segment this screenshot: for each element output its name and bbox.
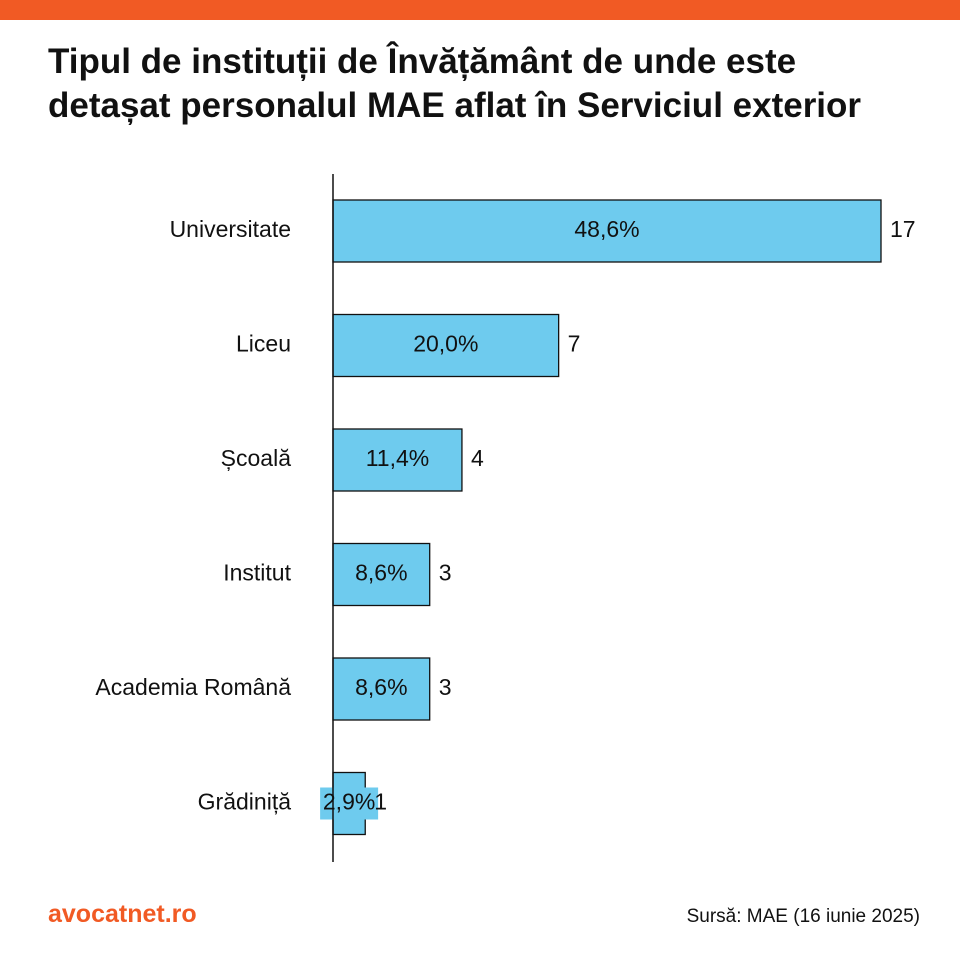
category-label-4: Academia Română (95, 674, 291, 700)
chart-title: Tipul de instituții de Învățământ de und… (48, 42, 862, 125)
value-label-4: 3 (439, 674, 452, 700)
bar-2 (332, 428, 463, 492)
category-label-2: Școală (221, 445, 292, 471)
bar-4 (332, 657, 431, 721)
bar-1 (332, 313, 560, 378)
value-label-2: 4 (471, 445, 484, 471)
percent-label-5: 2,9% (323, 789, 375, 815)
brand-logo-text: avocatnet.ro (48, 900, 197, 928)
percent-label-1: 20,0% (413, 331, 478, 357)
value-label-0: 17 (890, 216, 916, 242)
percent-label-2: 11,4% (366, 445, 430, 471)
top-accent-bar (0, 0, 960, 20)
category-label-3: Institut (223, 560, 291, 586)
percent-label-0: 48,6% (574, 216, 639, 242)
value-label-3: 3 (439, 560, 452, 586)
category-label-5: Grădiniță (198, 789, 292, 815)
category-label-1: Liceu (236, 331, 291, 357)
source-note: Sursă: MAE (16 iunie 2025) (686, 906, 920, 927)
bar-0 (332, 199, 882, 263)
bar-3 (332, 542, 431, 607)
value-label-5: 1 (374, 789, 387, 815)
percent-label-bg-5 (320, 787, 379, 820)
percent-label-4: 8,6% (355, 674, 407, 700)
value-label-1: 7 (568, 331, 581, 357)
percent-label-3: 8,6% (355, 560, 407, 586)
category-label-0: Universitate (170, 216, 291, 242)
